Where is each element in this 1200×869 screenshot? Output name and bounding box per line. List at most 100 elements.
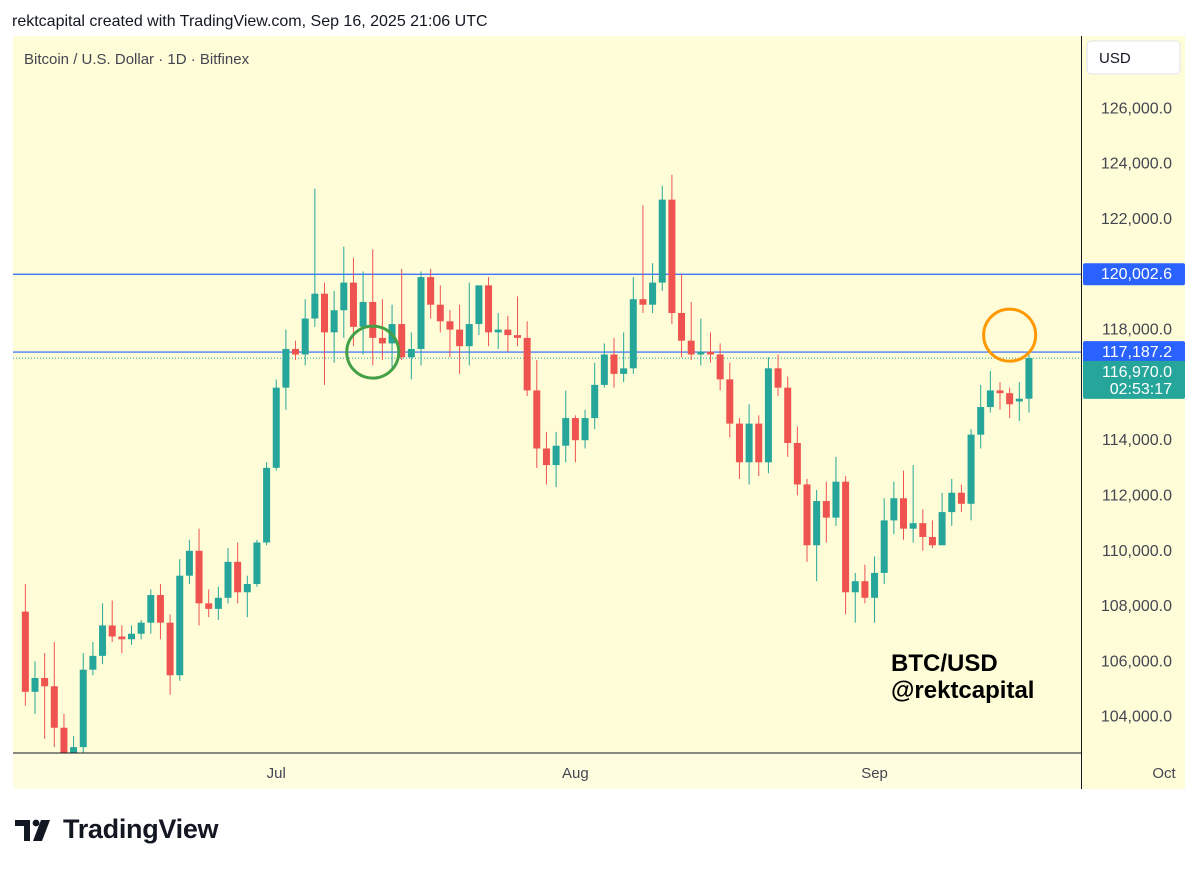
- candle-body: [620, 368, 628, 374]
- candle: [282, 329, 290, 410]
- candle: [41, 653, 49, 739]
- candle: [504, 315, 512, 352]
- candle-body: [851, 581, 859, 593]
- candle: [514, 296, 521, 347]
- candle-body: [735, 423, 743, 463]
- currency-selector[interactable]: [1086, 40, 1181, 75]
- candle-body: [591, 384, 599, 419]
- candle-body: [398, 324, 406, 358]
- candle: [610, 337, 618, 388]
- candle-body: [50, 686, 58, 728]
- candle-body: [610, 354, 618, 374]
- candle: [79, 653, 87, 753]
- time-axis-background: [13, 753, 1081, 789]
- candle-body: [79, 669, 87, 748]
- candle-body: [716, 354, 724, 380]
- candle: [301, 299, 309, 366]
- candle: [948, 478, 956, 526]
- candle: [909, 465, 917, 543]
- candle: [552, 431, 560, 488]
- candle-body: [600, 354, 608, 385]
- orange-circle-annotation: [982, 307, 1038, 363]
- candle: [485, 277, 493, 347]
- chart-background: [13, 36, 1185, 789]
- candle: [272, 379, 280, 471]
- candle-body: [1015, 398, 1023, 402]
- tradingview-wordmark: TradingView: [63, 814, 219, 844]
- candle-body: [996, 390, 1004, 394]
- candle: [1006, 387, 1014, 419]
- candle: [31, 661, 39, 714]
- candle: [137, 619, 145, 640]
- candle: [871, 556, 879, 623]
- price-tick-label: 106,000.0: [1101, 653, 1172, 670]
- price-tick-label: 108,000.0: [1101, 598, 1172, 615]
- candle-body: [147, 595, 155, 623]
- candle-body: [243, 583, 251, 593]
- candle: [263, 462, 271, 546]
- level-tag-resistance-background: [1083, 263, 1185, 286]
- candle-body: [224, 561, 232, 598]
- price-tick-label: 118,000.0: [1102, 322, 1172, 339]
- candle-body: [475, 285, 483, 325]
- candle-body: [581, 418, 589, 441]
- candle: [658, 185, 666, 291]
- candle-body: [195, 550, 203, 604]
- candle-body: [407, 348, 415, 358]
- candle-body: [465, 324, 473, 347]
- green-circle-annotation: [345, 324, 401, 380]
- candle-body: [784, 387, 792, 443]
- candle-body: [31, 677, 39, 692]
- candle: [842, 476, 850, 615]
- candle-body: [417, 277, 425, 349]
- candle: [108, 600, 116, 643]
- candle: [639, 205, 647, 314]
- candle: [398, 268, 406, 361]
- candle-body: [793, 442, 801, 485]
- candle: [243, 575, 251, 618]
- candle-body: [523, 337, 531, 391]
- candle: [176, 559, 184, 681]
- candle-body: [832, 481, 840, 518]
- candle-body: [378, 337, 386, 344]
- attribution-header: rektcapital created with TradingView.com…: [12, 13, 488, 30]
- candle-body: [349, 282, 357, 327]
- candle: [803, 478, 811, 562]
- candle-body: [919, 523, 927, 537]
- time-tick-label: Jul: [267, 765, 286, 782]
- candle-body: [533, 390, 541, 449]
- candle: [224, 548, 232, 604]
- candle-body: [571, 418, 579, 441]
- candle-body: [234, 561, 242, 593]
- candle-body: [89, 655, 97, 670]
- current-price-tag-background: [1083, 360, 1185, 399]
- candle: [629, 277, 637, 374]
- candle: [50, 642, 58, 748]
- candle: [475, 285, 483, 336]
- candle: [195, 528, 203, 626]
- candle-body: [263, 467, 271, 543]
- candle: [185, 539, 193, 584]
- candle-body: [282, 348, 290, 388]
- candle-body: [697, 351, 705, 355]
- candle: [99, 603, 107, 665]
- candle: [118, 625, 126, 654]
- candle: [745, 404, 753, 485]
- level-tag-support: 117,187.2: [1083, 341, 1185, 364]
- candle: [716, 343, 724, 391]
- candle-body: [205, 603, 213, 609]
- level-tag-resistance-text: 120,002.6: [1101, 266, 1172, 283]
- candle-body: [272, 387, 280, 468]
- price-tick-label: 126,000.0: [1101, 100, 1172, 117]
- watermark-pair: BTC/USD: [891, 650, 998, 677]
- candle: [292, 340, 300, 361]
- candles: [21, 174, 1033, 753]
- candle: [417, 271, 425, 366]
- candle: [214, 586, 222, 620]
- level-tag-support-text: 117,187.2: [1102, 344, 1172, 361]
- level-tag-support-background: [1083, 341, 1185, 364]
- candle: [668, 174, 676, 325]
- candle: [880, 498, 888, 584]
- price-tick-label: 104,000.0: [1101, 709, 1172, 726]
